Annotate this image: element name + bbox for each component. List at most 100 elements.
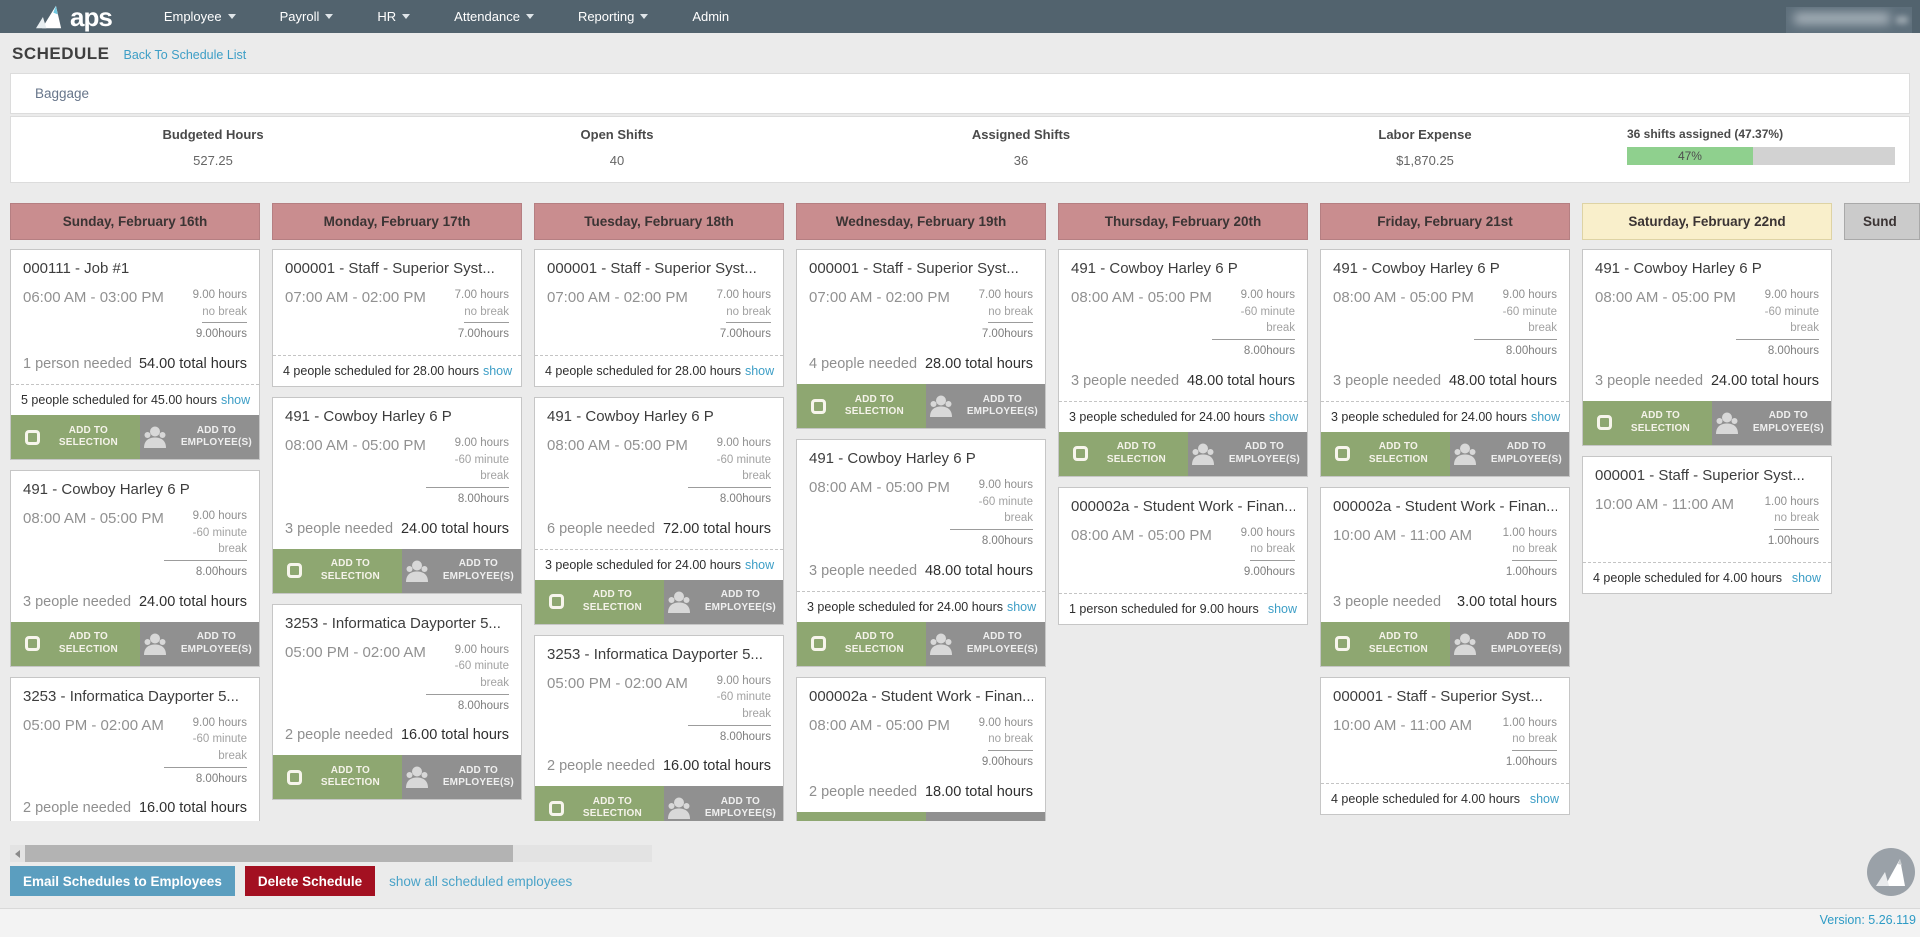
add-to-employees-button[interactable]: ADD TO EMPLOYEE(S) xyxy=(925,621,1045,666)
scheduled-summary: 4 people scheduled for 28.00 hours xyxy=(283,364,479,379)
back-to-schedule-list-link[interactable]: Back To Schedule List xyxy=(123,48,247,62)
show-link[interactable]: show xyxy=(1268,409,1299,424)
add-to-employees-button[interactable]: ADD TO EMPLOYEE(S) xyxy=(401,755,521,800)
shift-break: no break xyxy=(202,304,247,324)
shift-net-hours: 8.00hours xyxy=(981,535,1033,548)
add-to-employees-button[interactable]: ADD TO EMPLOYEE(S) xyxy=(401,548,521,593)
add-to-employees-button[interactable]: ADD TO EMPLOYEE(S) xyxy=(139,415,259,460)
shift-card: 491 - Cowboy Harley 6 P 08:00 AM - 05:00 … xyxy=(272,397,522,594)
day-header: Tuesday, February 18th xyxy=(534,203,784,240)
add-to-selection-button[interactable]: ADD TO SELECTION xyxy=(797,811,926,821)
show-link[interactable]: show xyxy=(220,393,251,408)
show-link[interactable]: show xyxy=(1791,570,1821,585)
nav-item-reporting[interactable]: Reporting xyxy=(556,0,670,33)
total-hours: 16.00 total hours xyxy=(662,758,771,775)
day-column-wednesday-february-19th: Wednesday, February 19th 000001 - Staff -… xyxy=(796,203,1046,821)
shift-break: no break xyxy=(988,731,1033,752)
shift-title: 491 - Cowboy Harley 6 P xyxy=(809,450,976,468)
add-to-employees-button[interactable]: ADD TO EMPLOYEE(S) xyxy=(663,579,783,624)
shift-title: 3253 - Informatica Dayporter 5... xyxy=(23,687,239,705)
scrollbar-thumb[interactable] xyxy=(25,845,513,862)
show-link[interactable]: show xyxy=(482,364,513,379)
nav-item-hr[interactable]: HR xyxy=(355,0,432,33)
add-to-selection-button[interactable]: ADD TO SELECTION xyxy=(535,579,664,624)
person-icon xyxy=(928,395,954,418)
add-to-employees-button[interactable]: ADD TO EMPLOYEE(S) xyxy=(1711,400,1831,445)
show-all-scheduled-employees-link[interactable]: show all scheduled employees xyxy=(389,873,573,889)
shift-time: 10:00 AM - 11:00 AM xyxy=(1333,716,1472,734)
add-to-selection-button[interactable]: ADD TO SELECTION xyxy=(11,415,140,460)
add-to-employees-button[interactable]: ADD TO EMPLOYEE(S) xyxy=(663,786,783,821)
show-link[interactable]: show xyxy=(744,557,775,572)
nav-item-attendance[interactable]: Attendance xyxy=(432,0,556,33)
caret-down-icon xyxy=(227,14,236,19)
assignment-progress-label: 36 shifts assigned (47.37%) xyxy=(1627,127,1784,141)
email-schedules-button[interactable]: Email Schedules to Employees xyxy=(10,866,235,896)
add-to-selection-button[interactable]: ADD TO SELECTION xyxy=(1321,621,1450,666)
add-to-selection-button[interactable]: ADD TO SELECTION xyxy=(1583,400,1712,445)
people-needed: 3 people needed xyxy=(1333,372,1442,389)
shift-time: 08:00 AM - 05:00 PM xyxy=(809,716,950,734)
add-to-employees-button[interactable]: ADD TO EMPLOYEE(S) xyxy=(1187,431,1307,476)
add-to-selection-button[interactable]: ADD TO SELECTION xyxy=(1321,431,1450,476)
checkbox-icon xyxy=(25,429,41,445)
shift-gross-hours: 9.00 hours xyxy=(1240,526,1295,539)
add-to-selection-button[interactable]: ADD TO SELECTION xyxy=(1059,431,1188,476)
caret-down-icon xyxy=(525,14,534,19)
delete-schedule-button[interactable]: Delete Schedule xyxy=(244,866,376,896)
shift-time: 07:00 AM - 02:00 PM xyxy=(285,289,426,306)
shift-net-hours: 1.00hours xyxy=(1767,535,1819,548)
shift-gross-hours: 9.00 hours xyxy=(454,643,509,656)
people-needed: 1 person needed xyxy=(23,356,132,373)
total-hours: 24.00 total hours xyxy=(400,520,509,537)
shift-gross-hours: 9.00 hours xyxy=(978,479,1033,492)
shift-net-hours: 1.00hours xyxy=(1505,566,1557,579)
nav-item-employee[interactable]: Employee xyxy=(142,0,258,33)
aps-corner-logo-icon[interactable] xyxy=(1867,848,1915,896)
add-to-selection-button[interactable]: ADD TO SELECTION xyxy=(11,621,140,666)
stats-panel: Budgeted Hours 527.25 Open Shifts 40 Assigne… xyxy=(10,116,1910,183)
show-link[interactable]: show xyxy=(1006,599,1037,614)
add-to-employees-button[interactable]: ADD TO EMPLOYEE(S) xyxy=(139,621,259,666)
scroll-left-arrow-icon[interactable] xyxy=(10,845,25,862)
scheduled-summary: 4 people scheduled for 28.00 hours xyxy=(545,364,741,379)
people-needed: 6 people needed xyxy=(547,520,656,537)
add-to-selection-button[interactable]: ADD TO SELECTION xyxy=(797,621,926,666)
shift-time: 08:00 AM - 05:00 PM xyxy=(285,437,426,455)
caret-down-icon xyxy=(325,14,334,19)
day-column-sunday-february-16th: Sunday, February 16th 000111 - Job #1 06:0… xyxy=(10,203,260,821)
shift-net-hours: 8.00hours xyxy=(719,730,771,743)
add-to-selection-button[interactable]: ADD TO SELECTION xyxy=(797,384,926,429)
show-link[interactable]: show xyxy=(1267,601,1297,616)
nav-item-payroll[interactable]: Payroll xyxy=(258,0,356,33)
show-link[interactable]: show xyxy=(1529,791,1559,806)
day-header: Saturday, February 22nd xyxy=(1582,203,1832,240)
shift-title: 000001 - Staff - Superior Syst... xyxy=(1333,687,1543,705)
aps-logo[interactable]: aps xyxy=(34,4,113,30)
user-account-blurred[interactable] xyxy=(1786,7,1912,33)
add-to-employees-button[interactable]: ADD TO EMPLOYEE(S) xyxy=(1449,621,1569,666)
add-to-selection-button[interactable]: ADD TO SELECTION xyxy=(273,755,402,800)
shift-title: 000001 - Staff - Superior Syst... xyxy=(1595,466,1805,484)
horizontal-scrollbar[interactable] xyxy=(10,845,652,862)
show-link[interactable]: show xyxy=(744,364,775,379)
shift-title: 491 - Cowboy Harley 6 P xyxy=(1071,260,1238,277)
add-to-selection-button[interactable]: ADD TO SELECTION xyxy=(273,548,402,593)
nav-item-admin[interactable]: Admin xyxy=(692,9,730,24)
checkbox-icon xyxy=(1335,446,1351,462)
add-to-employees-button[interactable]: ADD TO EMPLOYEE(S) xyxy=(1449,431,1569,476)
shift-card: 000001 - Staff - Superior Syst... 10:00 A… xyxy=(1582,455,1832,594)
person-icon xyxy=(1190,443,1216,465)
shift-time: 08:00 AM - 05:00 PM xyxy=(1595,289,1736,306)
shift-net-hours: 8.00hours xyxy=(195,772,247,785)
schedule-name-panel[interactable]: Baggage xyxy=(10,73,1910,114)
add-to-employees-button[interactable]: ADD TO EMPLOYEE(S) xyxy=(925,811,1045,821)
add-to-employees-button[interactable]: ADD TO EMPLOYEE(S) xyxy=(925,384,1045,429)
show-link[interactable]: show xyxy=(1530,409,1561,424)
add-to-selection-button[interactable]: ADD TO SELECTION xyxy=(535,786,664,821)
shift-net-hours: 9.00hours xyxy=(1243,566,1295,579)
shift-gross-hours: 9.00 hours xyxy=(454,437,509,450)
shift-break: no break xyxy=(1512,731,1557,752)
checkbox-icon xyxy=(811,398,827,414)
shift-card: 3253 - Informatica Dayporter 5... 05:00 P… xyxy=(272,603,522,801)
